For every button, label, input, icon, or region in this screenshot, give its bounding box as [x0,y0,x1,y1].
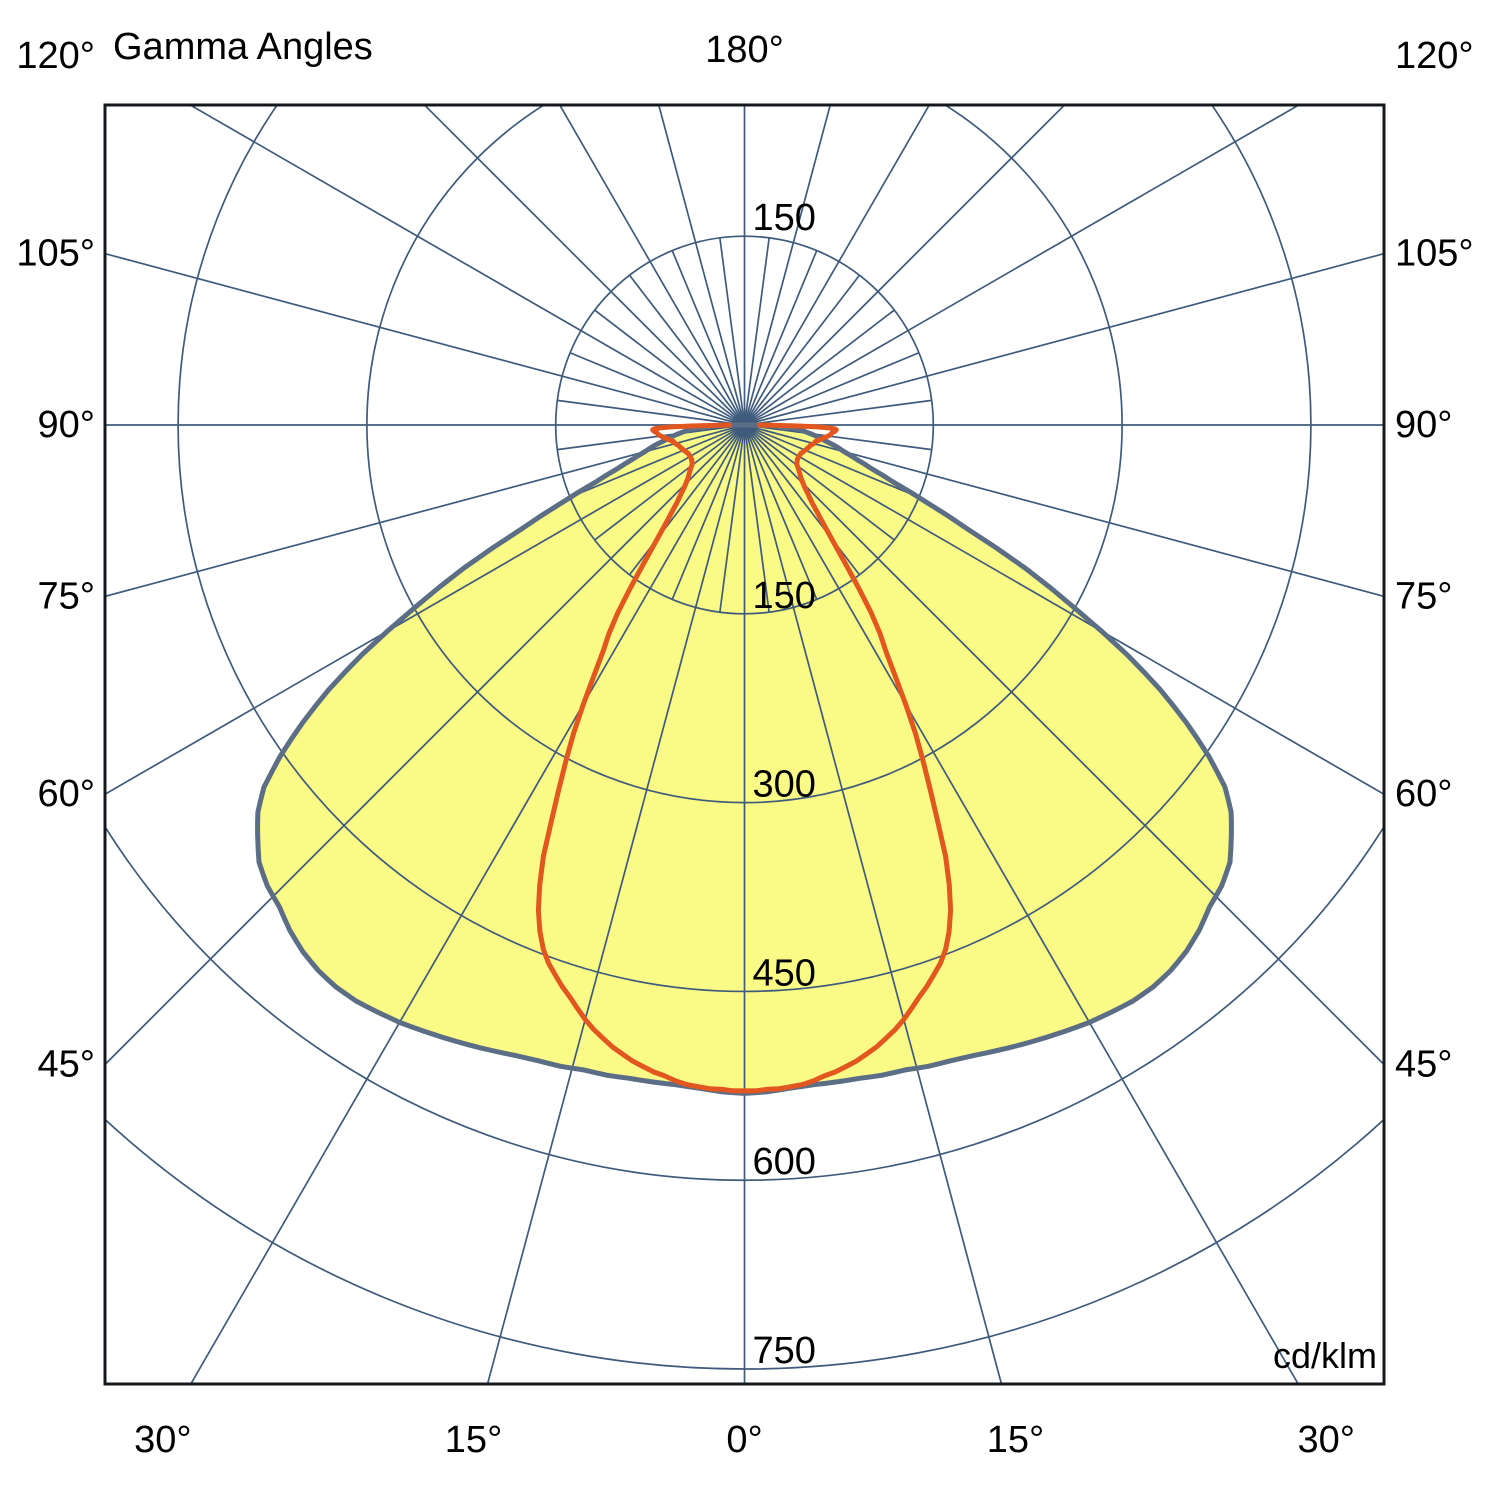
ring-label-600: 600 [753,1141,816,1183]
angle-label-right-120: 120° [1395,35,1474,77]
angle-label-bottom-15-r: 15° [987,1419,1044,1461]
fine-gamma-line-22.5 [743,424,818,600]
fine-gamma-line-82.5 [744,424,932,451]
angle-label-left-45: 45° [38,1044,95,1086]
fine-gamma-line-172.5 [743,237,770,426]
fine-gamma-line-307.5 [594,424,746,541]
plot-border [103,103,1386,1386]
angle-label-left-60: 60° [38,773,95,815]
angle-label-left-75: 75° [38,575,95,617]
angle-label-left-120: 120° [16,35,95,77]
angle-label-bottom-30-l: 30° [134,1419,191,1461]
angle-label-right-90: 90° [1395,404,1452,446]
fine-gamma-line-232.5 [594,309,746,426]
ring-label-300: 300 [753,764,816,806]
fine-gamma-line-142.5 [743,274,861,426]
fine-gamma-line-112.5 [744,351,920,426]
fine-gamma-line-277.5 [557,424,745,451]
fine-gamma-line-352.5 [719,424,746,613]
angle-label-right-75: 75° [1395,575,1452,617]
angle-label-left-90: 90° [38,404,95,446]
angle-label-right-45: 45° [1395,1044,1452,1086]
fine-gamma-line-262.5 [557,399,745,426]
fine-gamma-line-292.5 [569,424,745,499]
ring-label-450: 450 [753,952,816,994]
c90-c270-curve [535,422,954,1094]
chart-title: Gamma Angles [113,26,373,68]
angle-label-bottom-0: 0° [726,1419,762,1461]
fine-gamma-line-67.5 [744,424,920,499]
ring-label-150: 150 [753,575,816,617]
angle-label-right-60: 60° [1395,773,1452,815]
labels: 150 300 450 600 750 150 180° 120° 120° 105° 105° 90… [16,29,1473,1461]
angle-label-180: 180° [705,29,784,71]
angle-label-right-105: 105° [1395,233,1474,275]
fine-gamma-line-7.5 [743,424,770,613]
ring-label-upper-150: 150 [753,197,816,239]
angle-label-bottom-15-l: 15° [445,1419,502,1461]
fine-gamma-line-202.5 [671,250,746,426]
angle-label-bottom-30-r: 30° [1297,1419,1354,1461]
fine-gamma-line-127.5 [743,309,895,426]
fine-gamma-line-187.5 [719,237,746,426]
ring-label-750: 750 [753,1330,816,1372]
fine-gamma-line-97.5 [744,399,932,426]
fine-gamma-line-217.5 [628,274,746,426]
fine-gamma-line-247.5 [569,351,745,426]
unit-label: cd/klm [1273,1335,1377,1376]
fine-gamma-line-52.5 [743,424,895,541]
fine-gamma-line-337.5 [671,424,746,600]
fine-gamma-line-157.5 [743,250,818,426]
angle-label-left-105: 105° [16,233,95,275]
